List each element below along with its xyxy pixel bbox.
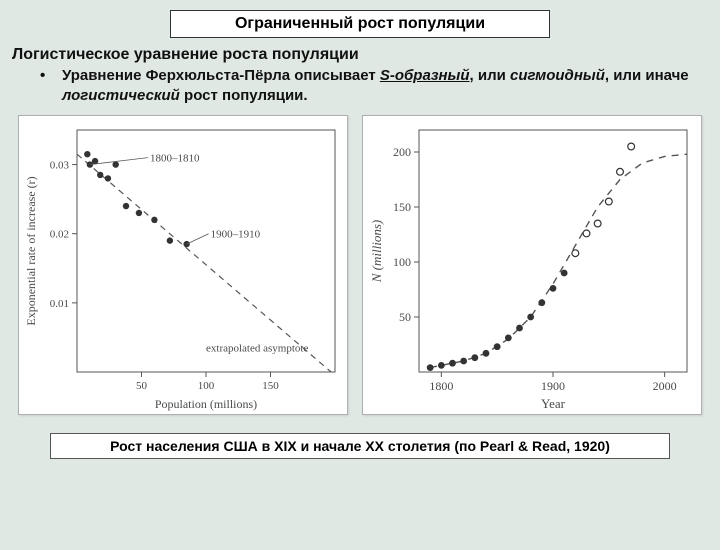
svg-text:1900: 1900: [541, 379, 565, 393]
right-chart-svg: 1800 1900 2000 50 100 150 200 Year N (millions): [363, 116, 703, 416]
body-sigmoid: сигмоидный: [510, 67, 605, 84]
svg-text:Population (millions): Population (millions): [155, 397, 257, 411]
caption-box: Рост населения США в XIX и начале XX сто…: [50, 433, 670, 459]
body-mid2: , или иначе: [605, 67, 689, 84]
svg-text:2000: 2000: [653, 379, 677, 393]
svg-text:100: 100: [198, 380, 215, 392]
caption: Рост населения США в XIX и начале XX сто…: [110, 438, 610, 454]
svg-text:N (millions): N (millions): [369, 220, 384, 283]
body-mid1: , или: [470, 67, 510, 84]
svg-text:1800: 1800: [429, 379, 453, 393]
body-logistic: логистический: [62, 87, 180, 104]
svg-text:Exponential rate of increase (: Exponential rate of increase (r): [24, 176, 38, 325]
svg-text:0.01: 0.01: [50, 298, 69, 310]
bullet: •: [40, 67, 45, 84]
svg-text:150: 150: [393, 200, 411, 214]
body-prefix: Уравнение Ферхюльста-Пёрла описывает: [62, 67, 380, 84]
svg-text:0.03: 0.03: [50, 160, 70, 172]
body-text: • Уравнение Ферхюльста-Пёрла описывает S…: [40, 66, 708, 105]
svg-text:1900–1910: 1900–1910: [211, 229, 261, 241]
svg-text:100: 100: [393, 255, 411, 269]
body-suffix: рост популяции.: [180, 87, 308, 104]
svg-text:200: 200: [393, 145, 411, 159]
svg-text:50: 50: [399, 310, 411, 324]
svg-text:0.02: 0.02: [50, 229, 69, 241]
left-chart-svg: 50 100 150 0.01 0.02 0.03 1800–1810 1900–1910 ex…: [19, 116, 349, 416]
svg-text:extrapolated asymptote: extrapolated asymptote: [206, 342, 308, 354]
svg-text:Year: Year: [541, 396, 566, 411]
page-title: Ограниченный рост популяции: [235, 15, 485, 32]
subtitle: Логистическое уравнение роста популяции: [12, 46, 708, 64]
svg-text:1800–1810: 1800–1810: [150, 153, 200, 165]
left-chart: 50 100 150 0.01 0.02 0.03 1800–1810 1900–1910 ex…: [18, 115, 348, 415]
right-chart: 1800 1900 2000 50 100 150 200 Year N (millions): [362, 115, 702, 415]
charts-row: 50 100 150 0.01 0.02 0.03 1800–1810 1900–1910 ex…: [0, 115, 720, 415]
svg-text:50: 50: [136, 380, 148, 392]
svg-text:150: 150: [262, 380, 279, 392]
title-box: Ограниченный рост популяции: [170, 10, 550, 38]
body-s-shape: S-образный: [380, 67, 470, 84]
